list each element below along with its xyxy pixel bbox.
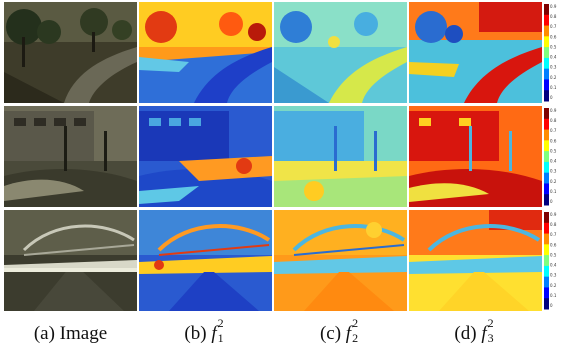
- caption-f2-label: (c): [319, 323, 342, 344]
- colorbar-segment: [544, 172, 549, 184]
- colorbar-segment: [544, 244, 549, 256]
- map-f3-row1: [409, 2, 542, 103]
- caption-f2-sub: 2: [352, 331, 359, 345]
- colorbar-tick-label: 0.6: [550, 138, 557, 143]
- colorbar-tick-label: 0.2: [550, 75, 557, 80]
- colorbar-tick-label: 0.8: [550, 118, 557, 123]
- colorbar-row2: 0.9 0.8 0.7 0.6 0.5 0.4 0.3 0.2 0.1 0: [544, 108, 557, 206]
- colorbar-tick-label: 0.3: [550, 169, 557, 174]
- colorbar-tick-label: 0.4: [550, 263, 557, 268]
- caption-f3-label: (d): [454, 323, 477, 344]
- colorbar-segment: [544, 118, 549, 131]
- colorbar-tick-label: 0.3: [550, 65, 557, 70]
- map-f2-row3: [274, 210, 407, 311]
- colorbar-segment: [544, 79, 549, 91]
- colorbar-segment: [544, 233, 549, 245]
- colorbar-tick-label: 0.5: [550, 44, 557, 49]
- caption-f3-sup: 2: [487, 316, 494, 330]
- map-f1-row2: [139, 106, 272, 207]
- caption-image-label: (a) Image: [33, 323, 108, 344]
- map-f3-row3: [409, 210, 542, 311]
- colorbar-ticks-3: 0.9 0.8 0.7 0.6 0.5 0.4 0.3 0.2 0.1 0: [550, 212, 557, 308]
- colorbar-tick-label: 0.7: [550, 128, 557, 133]
- colorbar-tick-label: 0.4: [550, 159, 557, 164]
- colorbar-segment: [544, 212, 549, 224]
- colorbar-segment: [544, 4, 549, 16]
- colorbar-segment: [544, 108, 549, 120]
- caption-f2-symbol: f: [345, 323, 352, 344]
- caption-f1-sup: 2: [217, 316, 224, 330]
- colorbar-segment: [544, 194, 549, 206]
- colorbar-segment: [544, 183, 549, 195]
- colorbar-tick-label: 0.8: [550, 14, 557, 19]
- map-f2-row1: [274, 2, 407, 103]
- colorbar-tick-label: 0.2: [550, 283, 557, 288]
- colorbar-row1: 0.9 0.8 0.7 0.6 0.5 0.4 0.3 0.2 0.1 0: [544, 4, 557, 102]
- colorbar-tick-label: 0.6: [550, 34, 557, 39]
- colorbar-tick-label: 0.6: [550, 242, 557, 247]
- colorbar-segment: [544, 265, 549, 278]
- colorbar-row3: 0.9 0.8 0.7 0.6 0.5 0.4 0.3 0.2 0.1 0: [544, 212, 557, 310]
- colorbar-tick-label: 0.9: [550, 4, 557, 9]
- caption-f1-sub: 1: [217, 331, 224, 345]
- caption-f1-label: (b): [184, 323, 207, 344]
- colorbar-segment: [544, 287, 549, 299]
- caption-f2-sup: 2: [352, 316, 359, 330]
- colorbar-tick-label: 0.7: [550, 232, 557, 237]
- colorbar-segment: [544, 161, 549, 174]
- colorbar-tick-label: 0.1: [550, 85, 557, 90]
- caption-f3-sub: 3: [487, 331, 494, 345]
- colorbar-segment: [544, 276, 549, 288]
- colorbar-tick-label: 0.1: [550, 293, 557, 298]
- caption-f1-symbol: f: [211, 323, 217, 344]
- colorbar-tick-label: 0.5: [550, 148, 557, 153]
- colorbar-segment: [544, 57, 549, 70]
- colorbar-segment: [544, 25, 549, 37]
- colorbar-segment: [544, 90, 549, 102]
- caption-image: (a) Image: [4, 320, 137, 348]
- colorbar-segment: [544, 47, 549, 59]
- colorbar-tick-label: 0.7: [550, 24, 557, 29]
- image-building-street: [4, 106, 137, 207]
- colorbar-tick-label: 0.1: [550, 189, 557, 194]
- map-f1-row3: [139, 210, 272, 311]
- colorbar-tick-label: 0.3: [550, 273, 557, 278]
- colorbar-segment: [544, 129, 549, 141]
- colorbar-tick-label: 0.5: [550, 252, 557, 257]
- colorbar-tick-label: 0.2: [550, 179, 557, 184]
- figure-grid: 0.9 0.8 0.7 0.6 0.5 0.4 0.3 0.2 0.1 0 0.9 0.8 0.7 0.…: [4, 2, 557, 317]
- colorbar-ticks-2: 0.9 0.8 0.7 0.6 0.5 0.4 0.3 0.2 0.1 0: [550, 108, 557, 204]
- colorbar-segment: [544, 140, 549, 152]
- colorbar-tick-label: 0.9: [550, 212, 557, 217]
- colorbar-segment: [544, 36, 549, 48]
- colorbar-segment: [544, 151, 549, 163]
- image-bridge-road: [4, 210, 137, 311]
- colorbar-segment: [544, 14, 549, 27]
- colorbar-segment: [544, 255, 549, 267]
- colorbar-tick-label: 0: [550, 303, 553, 308]
- colorbar-segment: [544, 68, 549, 80]
- map-f3-row2: [409, 106, 542, 207]
- caption-f3-symbol: f: [481, 323, 487, 344]
- colorbar-tick-label: 0: [550, 95, 553, 100]
- map-f2-row2: [274, 106, 407, 207]
- map-f1-row1: [139, 2, 272, 103]
- colorbar-segment: [544, 298, 549, 310]
- colorbar-gradient-1: [544, 4, 549, 102]
- colorbar-tick-label: 0.4: [550, 55, 557, 60]
- colorbar-tick-label: 0.9: [550, 108, 557, 113]
- colorbar-tick-label: 0: [550, 199, 553, 204]
- colorbar-gradient-3: [544, 212, 549, 310]
- colorbar-segment: [544, 222, 549, 235]
- colorbar-ticks-1: 0.9 0.8 0.7 0.6 0.5 0.4 0.3 0.2 0.1 0: [550, 4, 557, 100]
- image-road-trees: [4, 2, 137, 103]
- colorbar-tick-label: 0.8: [550, 222, 557, 227]
- colorbar-gradient-2: [544, 108, 549, 206]
